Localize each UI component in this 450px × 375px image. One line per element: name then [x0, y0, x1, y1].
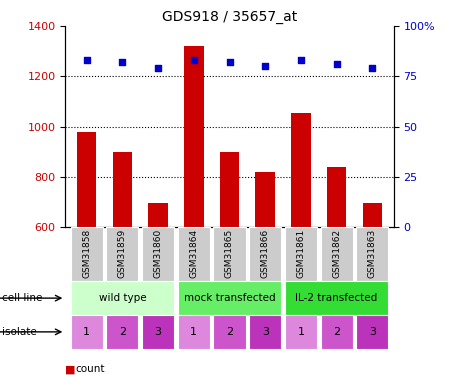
Text: IL-2 transfected: IL-2 transfected [296, 293, 378, 303]
Bar [106, 315, 139, 349]
Bar [256, 172, 275, 375]
Bar [213, 315, 246, 349]
Bar [285, 227, 317, 281]
Text: wild type: wild type [99, 293, 146, 303]
Text: 3: 3 [262, 327, 269, 337]
Text: isolate: isolate [2, 327, 37, 337]
Bar [148, 203, 168, 375]
Bar [142, 315, 174, 349]
Point [261, 63, 269, 69]
Text: GSM31862: GSM31862 [332, 228, 341, 278]
Bar [178, 315, 210, 349]
Bar [71, 281, 174, 315]
Bar [77, 132, 96, 375]
Bar [356, 227, 388, 281]
Point [119, 59, 126, 65]
Bar [356, 315, 388, 349]
Text: 3: 3 [155, 327, 162, 337]
Bar [249, 227, 281, 281]
Point [297, 57, 305, 63]
Text: mock transfected: mock transfected [184, 293, 275, 303]
Text: 1: 1 [190, 327, 197, 337]
Bar [249, 315, 281, 349]
Point [226, 59, 233, 65]
Point [333, 62, 340, 68]
Bar [320, 315, 353, 349]
Bar [285, 315, 317, 349]
Point [190, 57, 198, 63]
Bar [363, 203, 382, 375]
Text: GSM31860: GSM31860 [153, 228, 162, 278]
Text: 2: 2 [119, 327, 126, 337]
Bar [220, 152, 239, 375]
Text: GSM31861: GSM31861 [297, 228, 306, 278]
Text: 2: 2 [226, 327, 233, 337]
Bar [106, 227, 139, 281]
Bar [320, 227, 353, 281]
Bar [112, 152, 132, 375]
Point [369, 65, 376, 71]
Text: ■: ■ [64, 364, 75, 374]
Text: GSM31858: GSM31858 [82, 228, 91, 278]
Bar [327, 166, 346, 375]
Bar [142, 227, 174, 281]
Bar [71, 315, 103, 349]
Bar [184, 46, 203, 375]
Text: GSM31864: GSM31864 [189, 228, 198, 278]
Point [83, 57, 90, 63]
Bar [178, 281, 281, 315]
Text: GSM31863: GSM31863 [368, 228, 377, 278]
Text: cell line: cell line [2, 293, 43, 303]
Text: 1: 1 [83, 327, 90, 337]
Text: 3: 3 [369, 327, 376, 337]
Text: GSM31865: GSM31865 [225, 228, 234, 278]
Text: GSM31859: GSM31859 [118, 228, 127, 278]
Bar [285, 281, 388, 315]
Text: 2: 2 [333, 327, 340, 337]
Bar [291, 113, 311, 375]
Text: count: count [76, 364, 105, 374]
Bar [71, 227, 103, 281]
Text: GSM31866: GSM31866 [261, 228, 270, 278]
Bar [213, 227, 246, 281]
Point [154, 65, 162, 71]
Bar [178, 227, 210, 281]
Text: 1: 1 [297, 327, 304, 337]
Title: GDS918 / 35657_at: GDS918 / 35657_at [162, 10, 297, 24]
